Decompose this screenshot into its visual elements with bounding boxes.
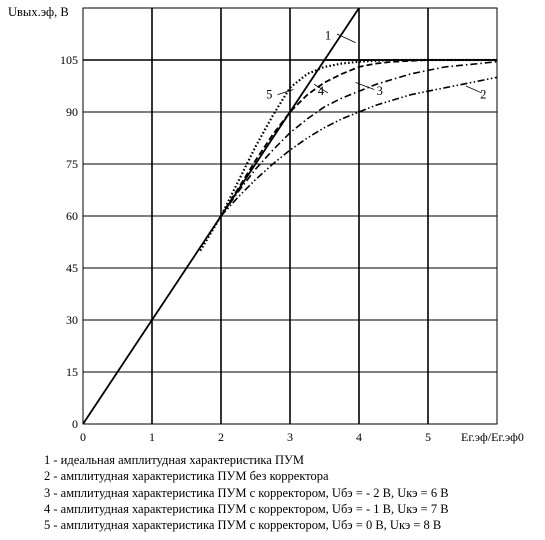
curve-label-leader [336,33,356,44]
y-tick-label: 30 [66,313,78,327]
x-tick-label: 0 [80,430,86,444]
curve-label-5: 5 [266,88,272,102]
legend-entry-4: 4 - амплитудная характеристика ПУМ с кор… [44,501,449,516]
chart-legend: 1 - идеальная амплитудная характеристика… [44,452,449,533]
curve-label-leader [277,89,294,96]
curve-label-2: 2 [480,88,486,102]
curve-label-pointers: 1 5 4 3 2 [266,29,486,102]
y-tick-label: 0 [72,417,78,431]
x-tick-label: 4 [356,430,362,444]
legend-entry-1: 1 - идеальная амплитудная характеристика… [44,453,304,467]
y-tick-label: 45 [66,261,78,275]
chart-grid [82,7,498,425]
legend-entry-2: 2 - амплитудная характеристика ПУМ без к… [44,469,329,484]
curve-label-leader [465,85,482,94]
y-tick-label: 60 [66,209,78,223]
x-axis-label: Ег.эф/Ег.эф0 [461,430,524,444]
curve-label-leader [313,83,329,94]
y-tick-label: 105 [60,53,78,67]
curve-label-leader [355,82,375,90]
legend-entry-5: 5 - амплитудная характеристика ПУМ с кор… [44,518,442,533]
x-tick-label: 5 [425,430,431,444]
curve-label-1: 1 [325,29,331,43]
x-tick-label: 2 [218,430,224,444]
x-tick-label: 1 [149,430,155,444]
chart-series [82,7,498,425]
series-line-3 [220,60,498,217]
y-tick-label: 15 [66,365,78,379]
curve-label-4: 4 [318,84,325,98]
y-tick-label: 90 [66,105,78,119]
y-axis-label: Uвых.эф, В [8,5,69,19]
curve-label-3: 3 [377,84,383,98]
series-line-5 [199,58,497,252]
x-tick-label: 3 [287,430,293,444]
legend-entry-3: 3 - амплитудная характеристика ПУМ с кор… [44,485,449,500]
y-tick-label: 75 [66,157,78,171]
